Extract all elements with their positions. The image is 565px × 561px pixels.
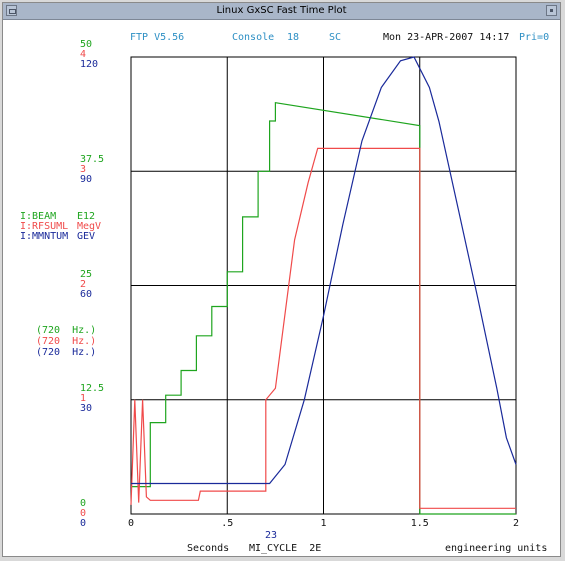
legend-device-beam[interactable]: I:BEAM (20, 211, 57, 222)
units-mode-label[interactable]: engineering units (445, 543, 548, 554)
maximize-icon (550, 9, 553, 12)
scale-green-4: 12.5 (80, 383, 105, 394)
x-tick-label: .5 (221, 518, 233, 529)
scale-blue-bottom: 0 (80, 518, 87, 529)
legend-units-mmntum: GEV (77, 231, 96, 242)
priority-label: Pri=0 (519, 32, 550, 43)
scale-red-3: 2 (80, 279, 87, 290)
scale-red-bottom: 0 (80, 508, 87, 519)
datetime-label: Mon 23-APR-2007 14:17 (383, 32, 510, 43)
plot-window: Linux GxSC Fast Time Plot (2, 2, 561, 557)
x-units-label: Seconds (187, 543, 230, 554)
x-tick-label: 1.5 (411, 518, 429, 529)
window-menu-button[interactable] (6, 5, 17, 16)
legend-units-beam: E12 (77, 211, 96, 222)
legend-units-rfsuml: MegV (77, 221, 102, 232)
version-label: FTP V5.56 (130, 32, 185, 43)
series-line-irfsuml (130, 147, 516, 509)
console-label: Console (232, 32, 275, 43)
title-bar[interactable]: Linux GxSC Fast Time Plot (3, 3, 560, 20)
series-line-immntum (131, 56, 517, 485)
legend-device-mmntum[interactable]: I:MMNTUM (20, 231, 69, 242)
x-axis-ticks: 0 .5 1 1.5 2 (128, 518, 519, 529)
scale-blue-4: 30 (80, 403, 93, 414)
console-number: 18 (287, 32, 300, 43)
center-value-label: 23 (265, 530, 278, 541)
window-menu-icon (9, 9, 16, 14)
scale-blue-3: 60 (80, 289, 93, 300)
window-maximize-button[interactable] (546, 5, 557, 16)
x-tick-label: 0 (128, 518, 134, 529)
mode-label: SC (329, 32, 342, 43)
scale-red-4: 1 (80, 393, 87, 404)
plot-grid (130, 56, 517, 515)
scale-green-3: 25 (80, 269, 93, 280)
scale-blue-2: 90 (80, 174, 93, 185)
scale-green-2: 37.5 (80, 154, 105, 165)
plot-series (130, 56, 517, 515)
scale-red-2: 3 (80, 164, 87, 175)
scale-green-top: 50 (80, 39, 93, 50)
window-title: Linux GxSC Fast Time Plot (216, 5, 347, 16)
x-tick-label: 1 (320, 518, 326, 529)
legend-rate-mmntum: (720 Hz.) (36, 347, 97, 358)
x-tick-label: 2 (513, 518, 519, 529)
series-line-ibeam (131, 101, 516, 515)
scale-red-top: 4 (80, 49, 87, 60)
scale-blue-top: 120 (80, 59, 99, 70)
legend-device-rfsuml[interactable]: I:RFSUML (20, 221, 69, 232)
legend-rate-rfsuml: (720 Hz.) (36, 336, 97, 347)
event-label: MI_CYCLE 2E (249, 543, 322, 554)
scale-green-bottom: 0 (80, 498, 87, 509)
legend-rate-beam: (720 Hz.) (36, 325, 97, 336)
